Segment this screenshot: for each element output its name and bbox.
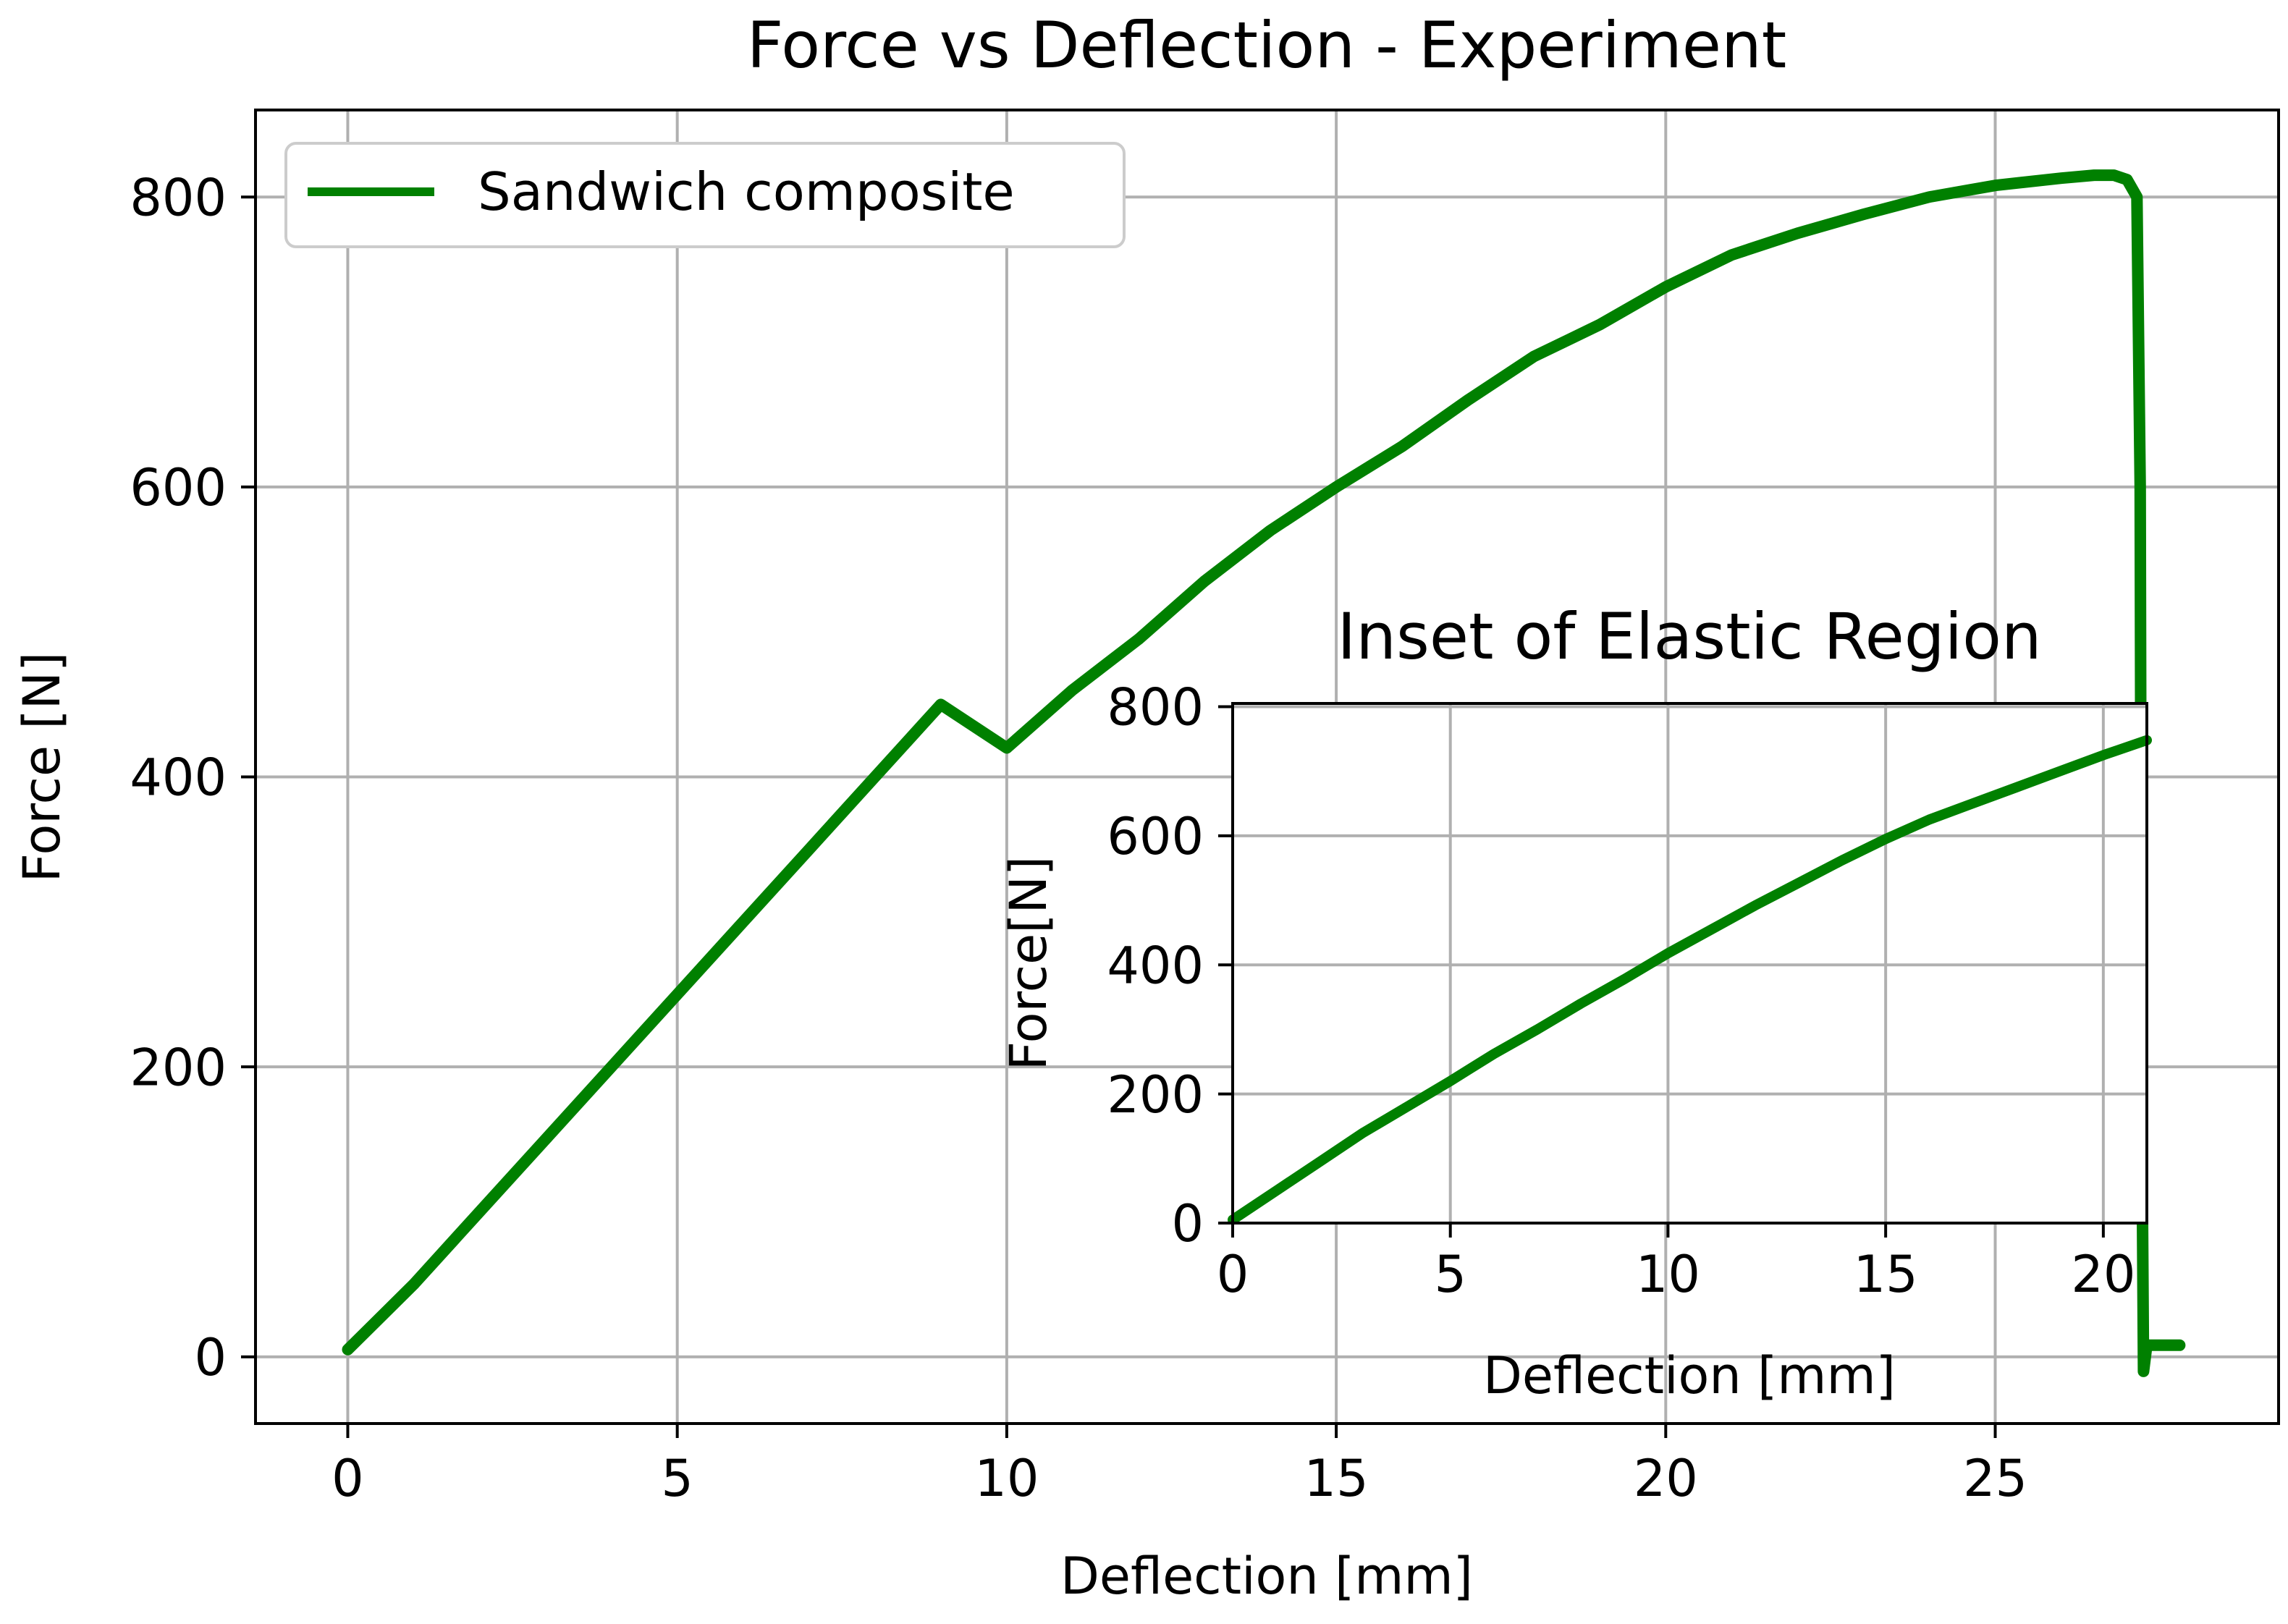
inset-x-tick-label: 0 <box>1217 1245 1249 1304</box>
inset-y-tick-label: 600 <box>1107 807 1204 866</box>
main-chart-title: Force vs Deflection - Experiment <box>747 8 1787 83</box>
legend-label-sandwich-composite: Sandwich composite <box>478 161 1015 222</box>
inset-y-tick-label: 400 <box>1107 936 1204 995</box>
main-y-tick-label: 0 <box>194 1328 227 1387</box>
main-x-tick-label: 25 <box>1963 1449 2027 1508</box>
legend: Sandwich composite <box>284 142 1126 248</box>
inset-y-tick-label: 800 <box>1107 678 1204 737</box>
main-x-tick-label: 0 <box>332 1449 364 1508</box>
inset-y-tick-label: 200 <box>1107 1065 1204 1125</box>
inset-chart: Inset of Elastic Region 0 5 10 15 2002004006… <box>999 599 2152 1405</box>
inset-series-line-sandwich-composite <box>1228 735 2152 1225</box>
main-ticks: 0 5 10 15 20 25 0 200 400 600 800 <box>130 168 2027 1508</box>
inset-y-axis-label: Force[N] <box>999 856 1058 1070</box>
main-x-tick-label: 20 <box>1634 1449 1698 1508</box>
main-y-tick-label: 800 <box>130 168 227 227</box>
inset-axes-frame <box>1231 702 2148 1225</box>
inset-chart-title: Inset of Elastic Region <box>1337 599 2041 674</box>
inset-x-tick-label: 15 <box>1854 1245 1918 1304</box>
main-y-tick-label: 200 <box>130 1038 227 1097</box>
main-axes-frame <box>254 109 2280 1425</box>
inset-x-tick-label: 10 <box>1636 1245 1700 1304</box>
inset-y-tick-label: 0 <box>1171 1194 1204 1253</box>
main-x-tick-label: 15 <box>1304 1449 1369 1508</box>
inset-x-tick-label: 20 <box>2071 1245 2135 1304</box>
inset-x-tick-label: 5 <box>1434 1245 1466 1304</box>
inset-x-axis-label: Deflection [mm] <box>1483 1346 1896 1405</box>
inset-plot-area <box>1233 703 2147 1223</box>
main-x-tick-label: 10 <box>974 1449 1039 1508</box>
main-y-axis-label: Force [N] <box>12 652 72 883</box>
main-y-tick-label: 400 <box>130 748 227 808</box>
main-x-axis-label: Deflection [mm] <box>1060 1547 1473 1606</box>
main-x-tick-label: 5 <box>661 1449 693 1508</box>
legend-box <box>284 142 1126 248</box>
main-series-line-sandwich-composite <box>342 169 2186 1377</box>
main-y-tick-label: 600 <box>130 458 227 517</box>
